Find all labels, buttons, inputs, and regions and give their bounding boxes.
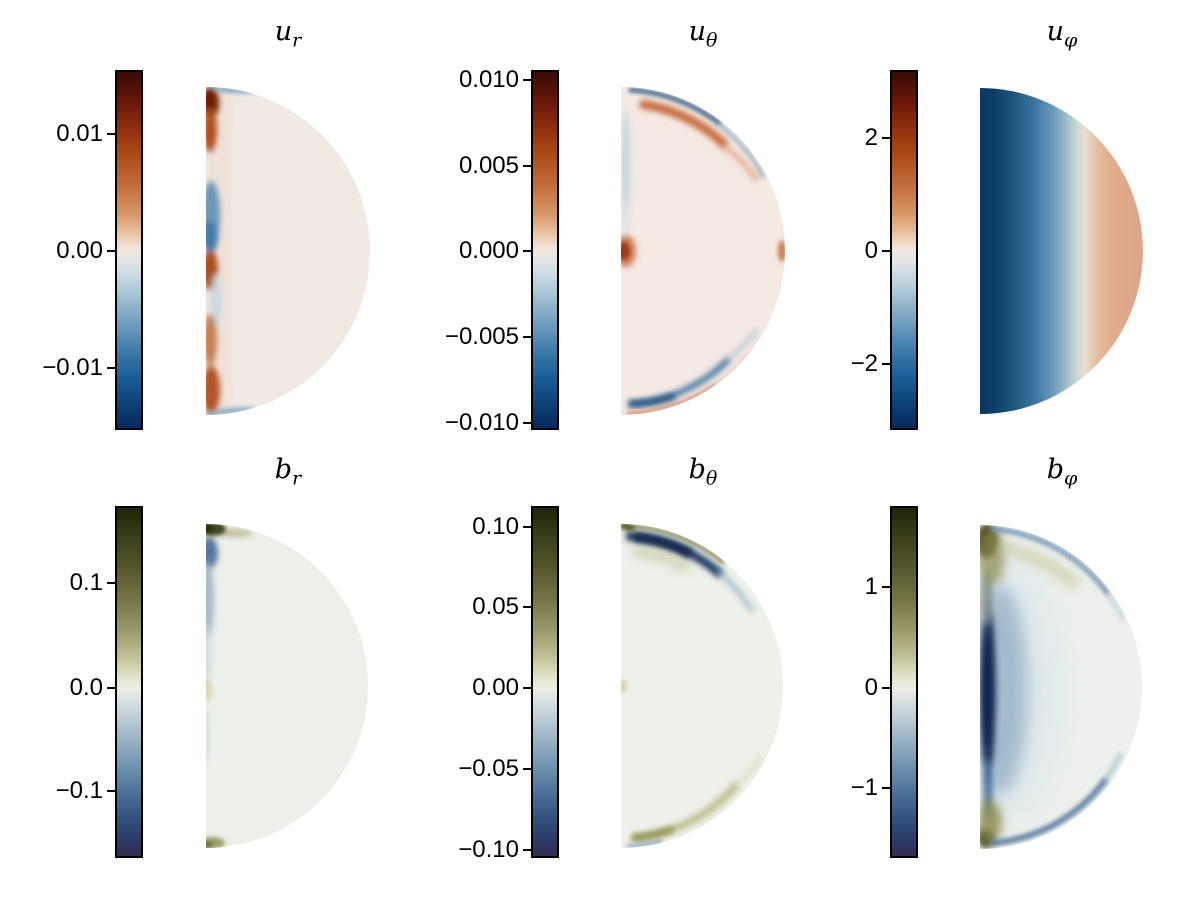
tick-mark — [523, 165, 531, 167]
tick-label: −0.1 — [55, 777, 103, 804]
tick-label: −2 — [850, 350, 878, 377]
b-r-heatmap — [206, 524, 368, 848]
tick-label: 2 — [864, 124, 878, 151]
tick-label: −0.005 — [444, 323, 519, 350]
tick-label: 0.0 — [69, 674, 103, 701]
tick-label: 0.10 — [472, 513, 519, 540]
colorbar-b-theta — [531, 506, 559, 858]
u-theta-heatmap — [621, 87, 785, 415]
title-symbol: b — [688, 454, 706, 485]
title-symbol: u — [688, 16, 706, 47]
tick-label: −0.10 — [458, 836, 519, 863]
tick-mark — [107, 250, 115, 252]
title-subscript: r — [292, 29, 302, 52]
u-r-heatmap — [206, 87, 370, 415]
panel-title-u-phi: uφ — [962, 16, 1162, 51]
panel-title-u-theta: uθ — [603, 16, 803, 51]
u-phi-heatmap — [980, 88, 1143, 414]
title-symbol: u — [1046, 16, 1065, 47]
tick-mark — [523, 526, 531, 528]
tick-label: −0.010 — [444, 409, 519, 436]
tick-label: 0.01 — [56, 120, 103, 147]
tick-mark — [107, 133, 115, 135]
colorbar-u-phi — [890, 70, 918, 430]
panel-title-b-r: br — [188, 454, 388, 489]
tick-label: −0.05 — [458, 755, 519, 782]
tick-mark — [523, 250, 531, 252]
tick-label: 0.1 — [69, 569, 103, 596]
tick-label: 0.00 — [472, 674, 519, 701]
tick-mark — [523, 849, 531, 851]
tick-label: −1 — [850, 774, 878, 801]
tick-mark — [523, 687, 531, 689]
tick-label: 0 — [864, 237, 878, 264]
tick-mark — [882, 787, 890, 789]
panel-title-b-theta: bθ — [603, 454, 803, 489]
title-subscript: r — [292, 467, 302, 490]
tick-label: 0.005 — [458, 152, 519, 179]
tick-label: 1 — [864, 573, 878, 600]
tick-mark — [107, 582, 115, 584]
title-symbol: u — [274, 16, 293, 47]
tick-mark — [107, 367, 115, 369]
tick-mark — [882, 687, 890, 689]
tick-mark — [107, 687, 115, 689]
tick-label: 0.010 — [458, 66, 519, 93]
tick-label: 0.00 — [56, 237, 103, 264]
tick-mark — [882, 363, 890, 365]
title-subscript: φ — [1063, 467, 1078, 490]
b-theta-heatmap — [621, 524, 783, 848]
panel-title-b-phi: bφ — [962, 454, 1162, 489]
colorbar-b-phi — [890, 506, 918, 858]
title-subscript: φ — [1064, 29, 1078, 52]
tick-mark — [882, 137, 890, 139]
title-symbol: b — [1046, 454, 1064, 485]
tick-mark — [882, 250, 890, 252]
tick-mark — [882, 586, 890, 588]
tick-mark — [523, 606, 531, 608]
tick-label: −0.01 — [42, 354, 103, 381]
tick-mark — [107, 790, 115, 792]
title-symbol: b — [274, 454, 293, 485]
colorbar-b-r — [115, 506, 143, 858]
tick-mark — [523, 336, 531, 338]
b-phi-heatmap — [980, 525, 1142, 849]
tick-label: 0.000 — [458, 237, 519, 264]
tick-mark — [523, 422, 531, 424]
tick-label: 0 — [864, 674, 878, 701]
colorbar-u-r — [115, 70, 143, 430]
title-subscript: θ — [705, 29, 718, 52]
tick-mark — [523, 79, 531, 81]
title-subscript: θ — [705, 467, 718, 490]
tick-mark — [523, 768, 531, 770]
colorbar-u-theta — [531, 70, 559, 430]
panel-title-u-r: ur — [188, 16, 388, 51]
tick-label: 0.05 — [472, 593, 519, 620]
